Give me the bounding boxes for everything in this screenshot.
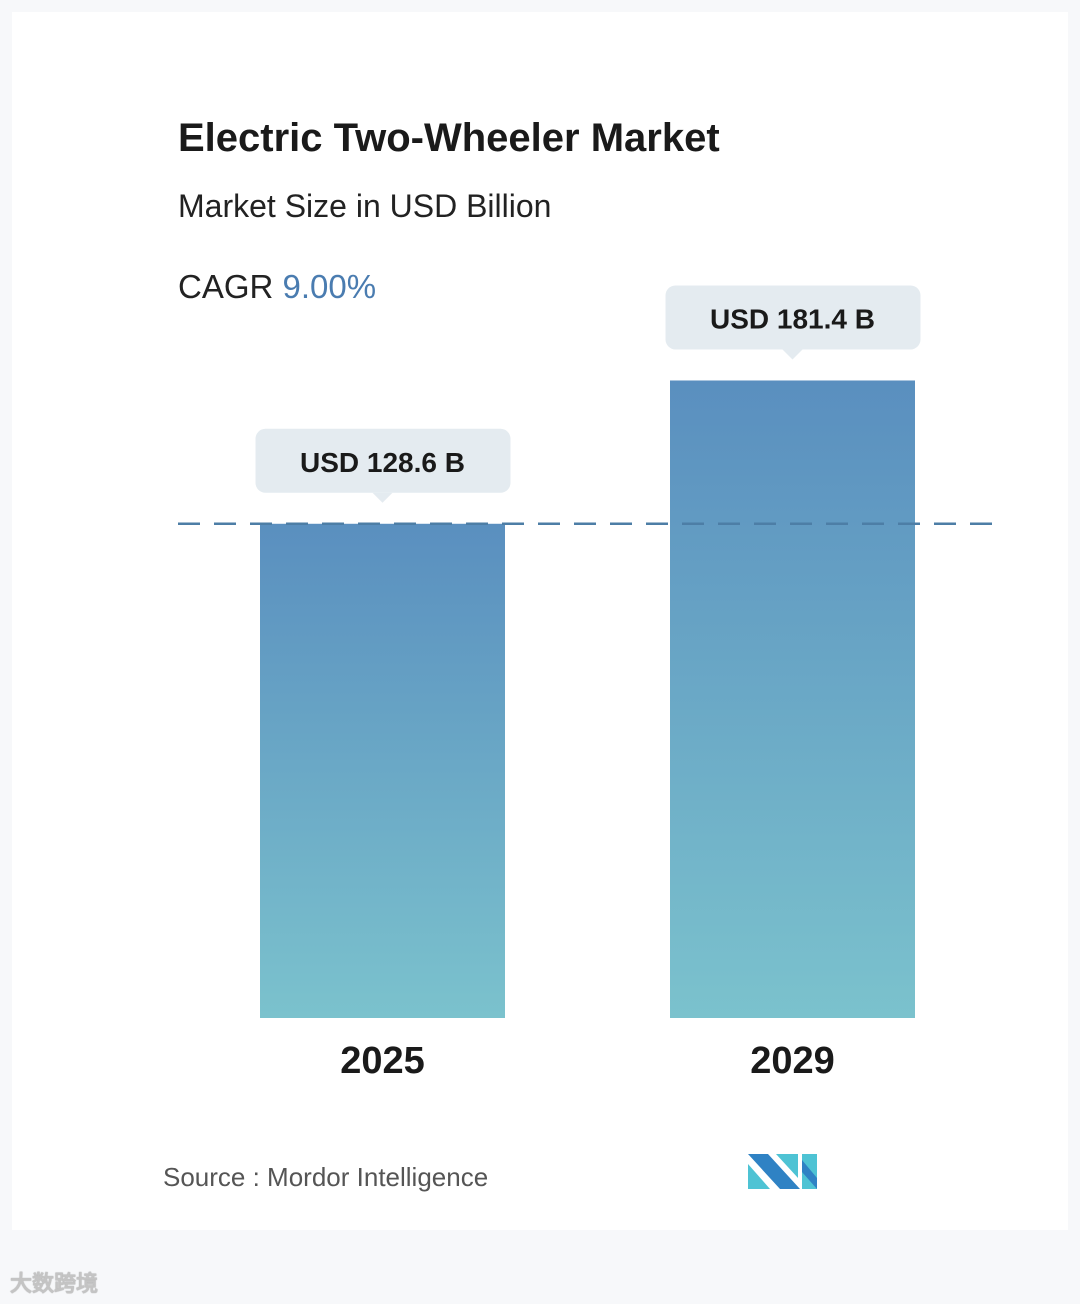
cagr-value: 9.00% [282, 268, 377, 305]
data-label-pointer [782, 349, 803, 360]
data-label: USD 128.6 B [300, 447, 465, 478]
source-text: Source : Mordor Intelligence [163, 1162, 489, 1192]
watermark: 大数跨境 [10, 1271, 99, 1296]
bar-2025 [260, 523, 505, 1018]
data-label: USD 181.4 B [710, 303, 875, 334]
data-label-bg [665, 285, 921, 350]
cagr-label: CAGR [178, 268, 274, 305]
chart-title: Electric Two-Wheeler Market [178, 116, 720, 160]
data-label-bg [255, 428, 511, 493]
chart-subtitle: Market Size in USD Billion [178, 188, 552, 224]
x-tick-label: 2029 [750, 1040, 835, 1082]
cagr: CAGR 9.00% [178, 268, 376, 306]
x-tick-label: 2025 [340, 1040, 425, 1082]
data-label-pointer [372, 492, 393, 503]
bar-2029 [670, 380, 915, 1018]
